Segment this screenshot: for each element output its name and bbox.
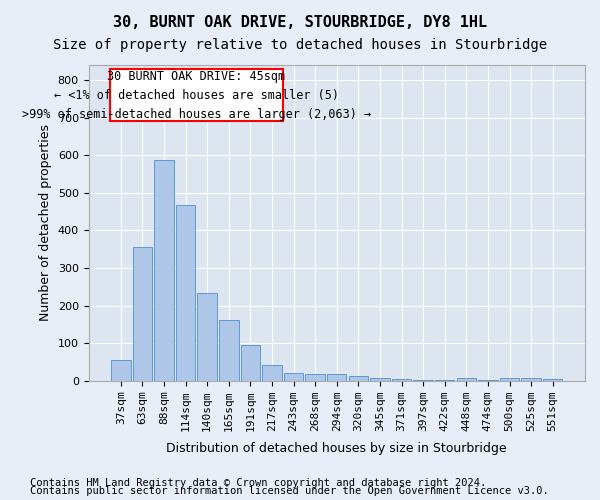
Bar	[392, 379, 411, 380]
Bar	[176, 205, 196, 380]
Y-axis label: Number of detached properties: Number of detached properties	[39, 124, 52, 322]
Bar	[197, 293, 217, 380]
Bar	[154, 160, 174, 380]
Bar	[349, 376, 368, 380]
Bar	[284, 373, 303, 380]
Text: 30 BURNT OAK DRIVE: 45sqm
← <1% of detached houses are smaller (5)
>99% of semi-: 30 BURNT OAK DRIVE: 45sqm ← <1% of detac…	[22, 70, 371, 120]
Bar	[111, 360, 131, 380]
Bar	[543, 379, 562, 380]
Text: Contains public sector information licensed under the Open Government Licence v3: Contains public sector information licen…	[30, 486, 549, 496]
FancyBboxPatch shape	[110, 69, 283, 122]
Bar	[219, 320, 239, 380]
X-axis label: Distribution of detached houses by size in Stourbridge: Distribution of detached houses by size …	[166, 442, 507, 455]
Bar	[133, 246, 152, 380]
Text: Size of property relative to detached houses in Stourbridge: Size of property relative to detached ho…	[53, 38, 547, 52]
Bar	[305, 374, 325, 380]
Bar	[457, 378, 476, 380]
Bar	[521, 378, 541, 380]
Bar	[327, 374, 346, 380]
Bar	[241, 345, 260, 380]
Bar	[262, 364, 281, 380]
Text: 30, BURNT OAK DRIVE, STOURBRIDGE, DY8 1HL: 30, BURNT OAK DRIVE, STOURBRIDGE, DY8 1H…	[113, 15, 487, 30]
Bar	[370, 378, 389, 380]
Text: Contains HM Land Registry data © Crown copyright and database right 2024.: Contains HM Land Registry data © Crown c…	[30, 478, 486, 488]
Bar	[500, 378, 519, 380]
